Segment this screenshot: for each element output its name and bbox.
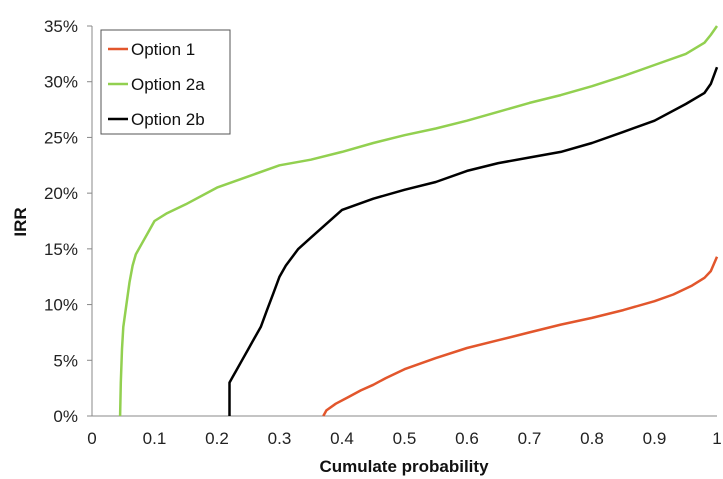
legend-box: [100, 29, 231, 135]
y-tick-label: 35%: [44, 17, 78, 36]
y-axis-ticks: 0% 5% 10% 15% 20% 25% 30% 35%: [44, 17, 92, 426]
x-tick-label: 0: [87, 429, 96, 448]
x-tick-label: 0.8: [580, 429, 604, 448]
y-tick-label: 20%: [44, 184, 78, 203]
x-tick-label: 0.2: [205, 429, 229, 448]
series-line-option-2a: [118, 25, 719, 417]
x-tick-label: 0.4: [330, 429, 354, 448]
x-tick-label: 0.3: [268, 429, 292, 448]
x-tick-label: 0.9: [643, 429, 667, 448]
legend-label-option-1: Option 1: [131, 40, 195, 59]
x-tick-label: 0.1: [143, 429, 167, 448]
x-tick-label: 0.5: [393, 429, 417, 448]
series-line-option-1: [322, 256, 719, 417]
series-layer: [118, 25, 719, 417]
axes: [91, 26, 717, 417]
y-axis-title: IRR: [11, 207, 30, 236]
legend-label-option-2b: Option 2b: [131, 110, 205, 129]
legend: Option 1 Option 2a Option 2b: [100, 29, 231, 135]
y-tick-label: 25%: [44, 128, 78, 147]
x-tick-label: 0.7: [518, 429, 542, 448]
x-axis-ticks: 0 0.1 0.2 0.3 0.4 0.5 0.6 0.7 0.8 0.9 1: [87, 429, 721, 448]
series-line-option-2b: [228, 66, 719, 416]
y-tick-label: 15%: [44, 240, 78, 259]
x-axis-title: Cumulate probability: [319, 457, 489, 476]
x-tick-label: 1: [712, 429, 721, 448]
y-tick-label: 5%: [53, 351, 78, 370]
y-tick-label: 30%: [44, 73, 78, 92]
y-tick-label: 0%: [53, 407, 78, 426]
y-tick-label: 10%: [44, 296, 78, 315]
legend-label-option-2a: Option 2a: [131, 75, 205, 94]
x-tick-label: 0.6: [455, 429, 479, 448]
